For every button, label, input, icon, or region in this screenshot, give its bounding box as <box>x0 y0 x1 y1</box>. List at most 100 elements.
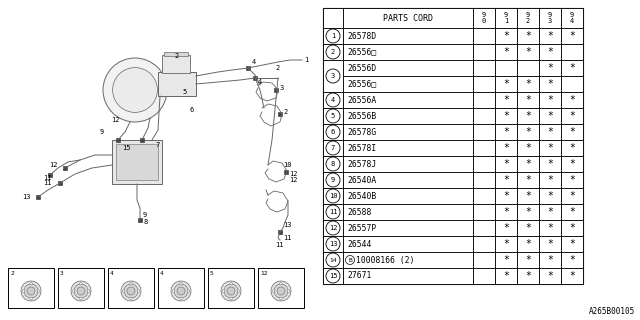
Bar <box>343 252 473 268</box>
Bar <box>495 156 517 172</box>
Bar <box>539 124 561 140</box>
Text: *: * <box>547 191 553 201</box>
Text: 11: 11 <box>44 175 52 181</box>
Bar <box>473 92 495 108</box>
Text: 27671: 27671 <box>347 271 371 281</box>
Text: *: * <box>503 31 509 41</box>
Circle shape <box>326 221 340 235</box>
Bar <box>323 44 343 60</box>
Bar <box>473 204 495 220</box>
Bar <box>116 144 158 180</box>
Bar <box>278 112 282 116</box>
Bar <box>323 124 343 140</box>
Bar <box>495 188 517 204</box>
Bar <box>158 72 196 96</box>
Bar <box>539 108 561 124</box>
Bar <box>561 236 583 252</box>
Bar <box>495 124 517 140</box>
Text: 3: 3 <box>331 73 335 79</box>
Text: 5: 5 <box>210 271 214 276</box>
Bar <box>517 188 539 204</box>
Circle shape <box>24 284 38 298</box>
Bar <box>539 92 561 108</box>
Text: 2: 2 <box>275 65 279 71</box>
Bar <box>561 60 583 76</box>
Bar <box>539 252 561 268</box>
Circle shape <box>227 287 235 295</box>
Circle shape <box>272 290 275 292</box>
Bar <box>323 60 343 92</box>
Text: *: * <box>503 143 509 153</box>
Bar <box>140 138 144 142</box>
Text: *: * <box>569 143 575 153</box>
Circle shape <box>326 189 340 203</box>
Bar <box>473 140 495 156</box>
Bar <box>48 173 52 177</box>
Circle shape <box>346 255 355 265</box>
Text: 26556□: 26556□ <box>347 47 376 57</box>
Text: *: * <box>569 239 575 249</box>
Bar <box>473 220 495 236</box>
Text: 4: 4 <box>331 97 335 103</box>
Text: 9: 9 <box>100 129 104 135</box>
Bar <box>517 60 539 76</box>
Bar <box>561 188 583 204</box>
Text: *: * <box>525 79 531 89</box>
Circle shape <box>103 58 167 122</box>
Circle shape <box>326 173 340 187</box>
Text: *: * <box>503 207 509 217</box>
Text: 26588: 26588 <box>347 207 371 217</box>
Bar <box>517 252 539 268</box>
Circle shape <box>326 253 340 267</box>
Text: 26544: 26544 <box>347 239 371 249</box>
Text: 26557P: 26557P <box>347 223 376 233</box>
Text: 6: 6 <box>331 129 335 135</box>
Circle shape <box>237 290 240 292</box>
Text: *: * <box>547 271 553 281</box>
Bar <box>323 8 583 284</box>
Bar <box>278 230 282 234</box>
Text: 26556B: 26556B <box>347 111 376 121</box>
Circle shape <box>130 297 132 300</box>
Bar <box>561 140 583 156</box>
Bar <box>539 268 561 284</box>
Bar <box>561 124 583 140</box>
Text: *: * <box>569 223 575 233</box>
Bar <box>108 268 154 308</box>
Bar <box>323 140 343 156</box>
Text: *: * <box>525 239 531 249</box>
Circle shape <box>22 290 25 292</box>
Circle shape <box>172 290 175 292</box>
Bar <box>58 268 104 308</box>
Text: 4: 4 <box>252 59 256 65</box>
Text: *: * <box>569 175 575 185</box>
Text: 12: 12 <box>289 171 298 177</box>
Bar <box>343 44 473 60</box>
Bar <box>473 268 495 284</box>
Bar <box>561 108 583 124</box>
Bar <box>561 8 583 28</box>
Bar <box>112 140 162 184</box>
Text: *: * <box>503 95 509 105</box>
Text: 11: 11 <box>283 235 291 241</box>
Text: B: B <box>348 258 352 262</box>
Bar <box>473 172 495 188</box>
Bar <box>561 172 583 188</box>
Circle shape <box>180 282 182 285</box>
Bar <box>517 236 539 252</box>
Text: 2: 2 <box>283 109 287 115</box>
Bar <box>323 236 343 252</box>
Text: 12: 12 <box>260 271 268 276</box>
Bar <box>473 108 495 124</box>
Text: *: * <box>569 95 575 105</box>
Text: 1: 1 <box>304 57 308 63</box>
Circle shape <box>171 281 191 301</box>
Text: 5: 5 <box>182 89 186 95</box>
Circle shape <box>230 282 232 285</box>
Text: *: * <box>569 127 575 137</box>
Bar <box>473 28 495 44</box>
Circle shape <box>271 281 291 301</box>
Text: 26578J: 26578J <box>347 159 376 169</box>
Circle shape <box>174 284 188 298</box>
Text: *: * <box>503 191 509 201</box>
